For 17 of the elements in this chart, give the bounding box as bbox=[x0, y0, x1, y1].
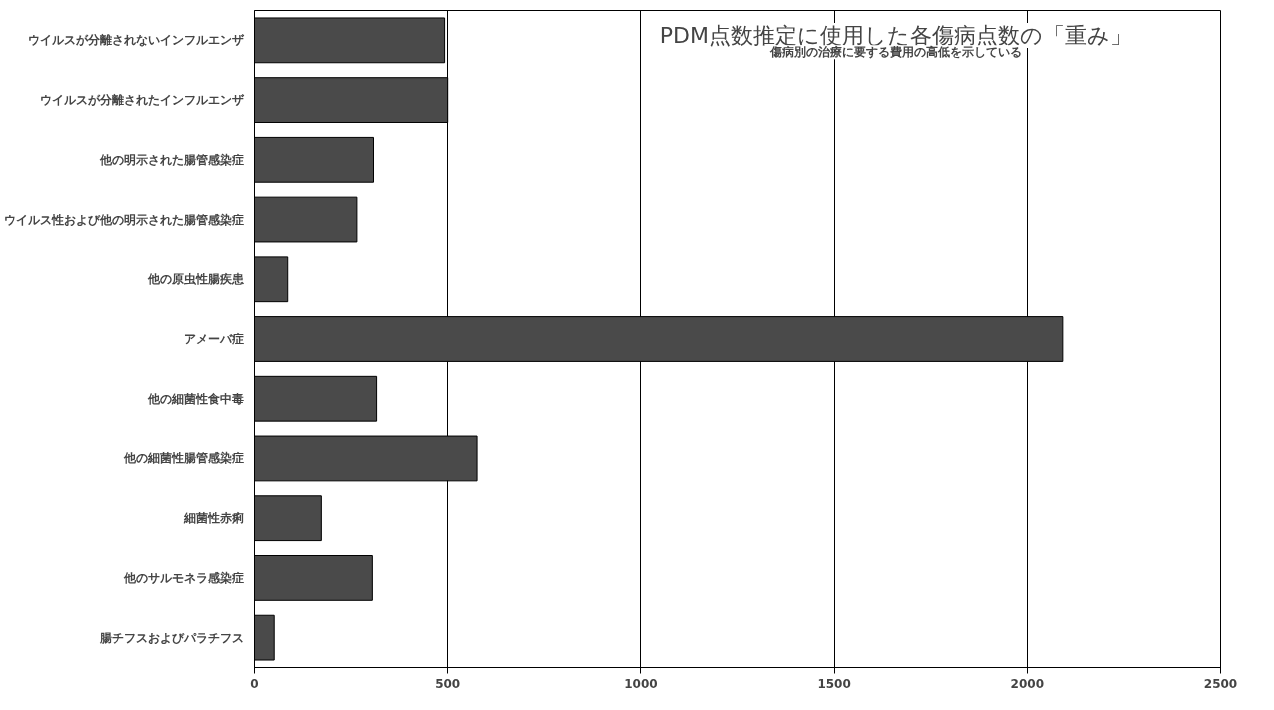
x-tick-label: 500 bbox=[435, 676, 461, 691]
x-tick-label: 2000 bbox=[1010, 676, 1045, 691]
x-tick-label: 2500 bbox=[1203, 676, 1238, 691]
y-tick-label: 腸チフスおよびパラチフス bbox=[98, 630, 244, 645]
y-tick-label: ウイルスが分離されないインフルエンザ bbox=[27, 33, 245, 48]
x-tick-label: 1000 bbox=[624, 676, 658, 691]
x-tick-label: 0 bbox=[250, 676, 259, 691]
y-tick-label: 他のサルモネラ感染症 bbox=[122, 570, 244, 585]
y-tick-label: ウイルスが分離されたインフルエンザ bbox=[39, 93, 245, 108]
y-tick-label: アメーバ症 bbox=[183, 332, 244, 346]
y-tick-label: ウイルス性および他の明示された腸管感染症 bbox=[3, 212, 244, 227]
y-tick-label: 他の明示された腸管感染症 bbox=[98, 152, 244, 167]
y-tick-label: 他の原虫性腸疾患 bbox=[146, 272, 245, 287]
y-tick-label: 他の細菌性食中毒 bbox=[146, 391, 244, 406]
y-tick-label: 他の細菌性腸管感染症 bbox=[122, 451, 244, 466]
y-tick-label: 細菌性赤痢 bbox=[182, 511, 244, 526]
x-tick-label: 1500 bbox=[817, 676, 851, 691]
